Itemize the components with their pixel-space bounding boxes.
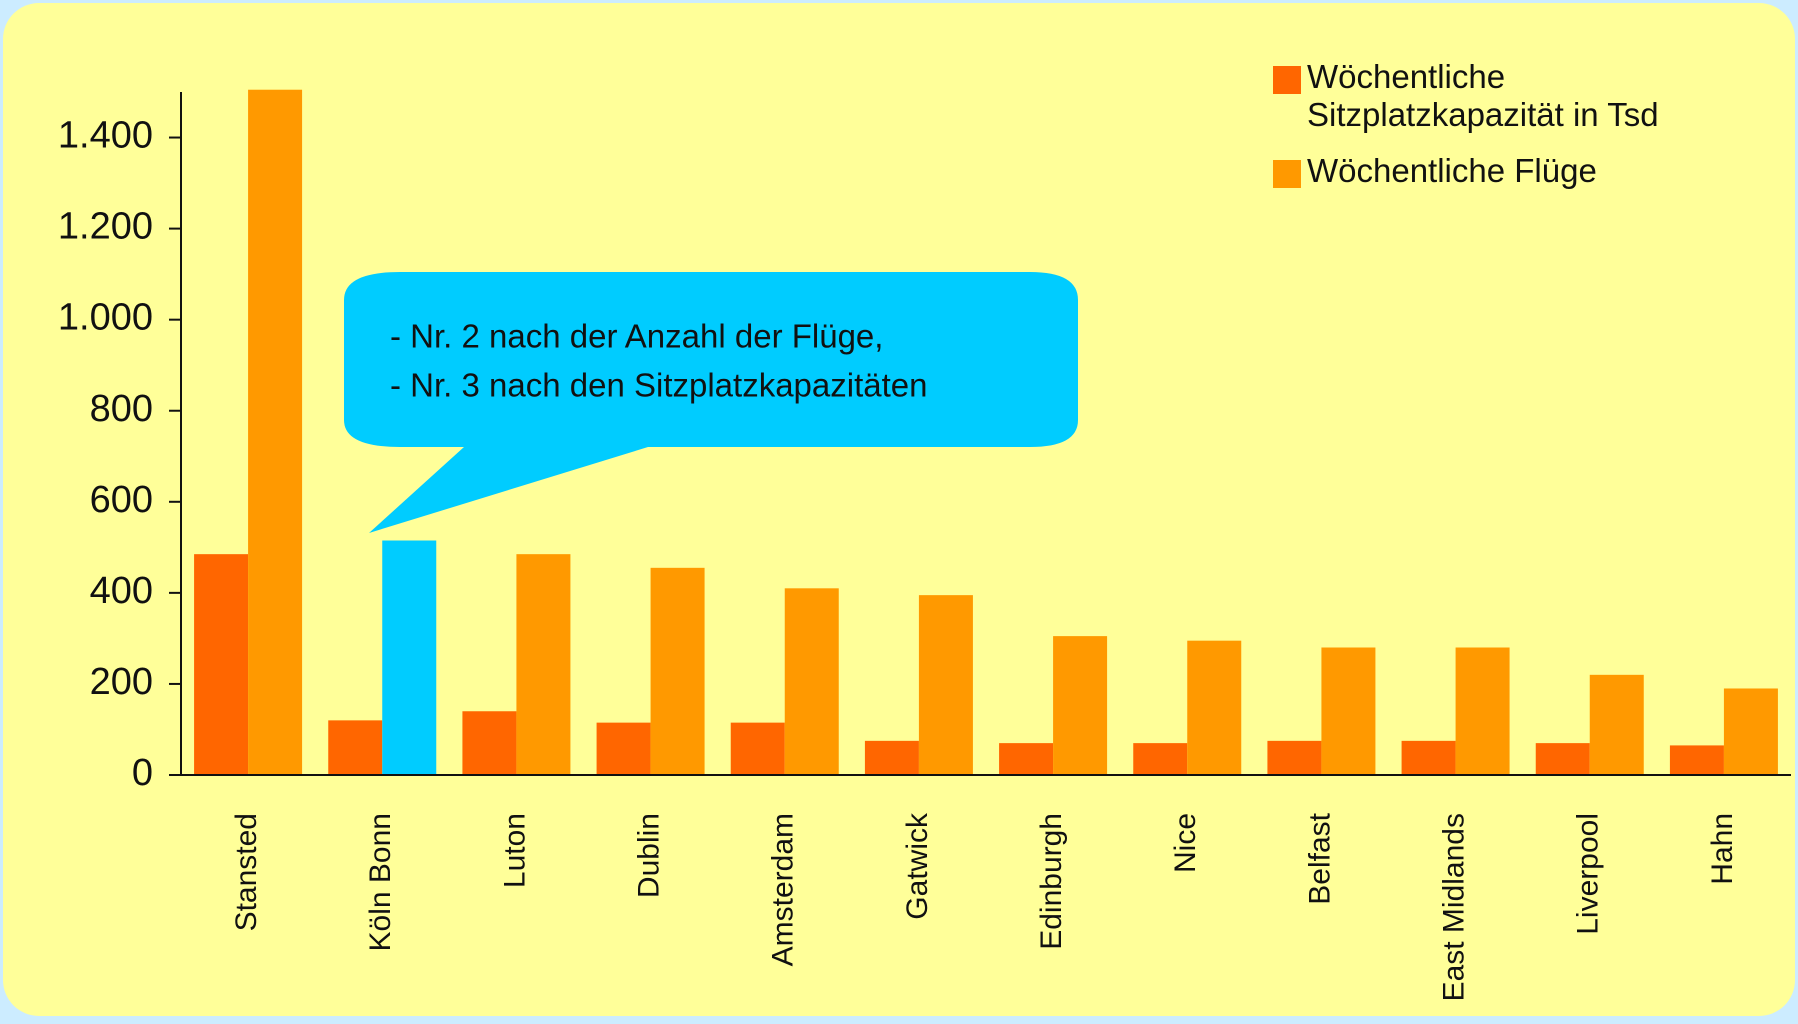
bar [1133, 743, 1188, 775]
bar [1589, 674, 1644, 775]
legend-label: Wöchentliche Sitzplatzkapazität in Tsd [1307, 58, 1659, 133]
x-tick-label: Stansted [230, 813, 263, 931]
bar [1455, 647, 1510, 775]
y-tick-label: 400 [90, 570, 153, 612]
bar [864, 740, 919, 775]
bar [999, 743, 1054, 775]
legend-item: Wöchentliche Flüge [1273, 152, 1753, 190]
callout [344, 272, 1078, 533]
bar [248, 89, 303, 776]
y-tick-label: 600 [90, 479, 153, 521]
bar [194, 554, 249, 775]
y-tick-label: 0 [132, 752, 153, 794]
x-tick-label: Gatwick [901, 812, 934, 920]
x-tick-label: Liverpool [1572, 813, 1605, 935]
y-tick-label: 800 [90, 388, 153, 430]
bar [328, 720, 383, 775]
x-tick-label: Nice [1169, 813, 1202, 873]
bar [462, 711, 517, 775]
y-tick-label: 1.200 [58, 206, 153, 248]
annotation: - Nr. 3 nach den Sitzplatzkapazitäten [390, 367, 927, 404]
legend-item: Wöchentliche Sitzplatzkapazität in Tsd [1273, 58, 1753, 134]
bar [1535, 743, 1590, 775]
y-tick-label: 200 [90, 661, 153, 703]
bar [1053, 636, 1108, 775]
bar [650, 567, 705, 775]
bar [1267, 740, 1322, 775]
bar [784, 588, 839, 775]
x-tick-label: Belfast [1303, 812, 1336, 904]
bar [1401, 740, 1456, 775]
x-tick-label: Köln Bonn [364, 813, 397, 951]
legend-swatch [1273, 66, 1301, 94]
bar [516, 554, 571, 775]
legend: Wöchentliche Sitzplatzkapazität in Tsd Wö… [1273, 58, 1753, 208]
bar [1187, 640, 1242, 775]
legend-label: Wöchentliche Flüge [1307, 152, 1597, 189]
bar [1321, 647, 1376, 775]
x-tick-label: East Midlands [1438, 813, 1471, 1001]
x-tick-label: Hahn [1706, 813, 1739, 885]
legend-swatch [1273, 160, 1301, 188]
bar [1669, 745, 1724, 775]
bar [596, 722, 651, 775]
plot: 0 200 400 600 800 1.000 1.200 1.400 Stansted Köln… [58, 89, 1791, 1001]
bar [382, 540, 437, 775]
bar [918, 595, 973, 775]
bar [730, 722, 785, 775]
x-tick-label: Dublin [633, 813, 666, 898]
bar [1723, 688, 1778, 775]
x-tick-label: Amsterdam [767, 813, 800, 966]
y-tick-label: 1.400 [58, 115, 153, 157]
y-tick-label: 1.000 [58, 297, 153, 339]
x-tick-label: Edinburgh [1035, 813, 1068, 950]
x-tick-label: Luton [498, 813, 531, 888]
annotation: - Nr. 2 nach der Anzahl der Flüge, [390, 318, 883, 355]
